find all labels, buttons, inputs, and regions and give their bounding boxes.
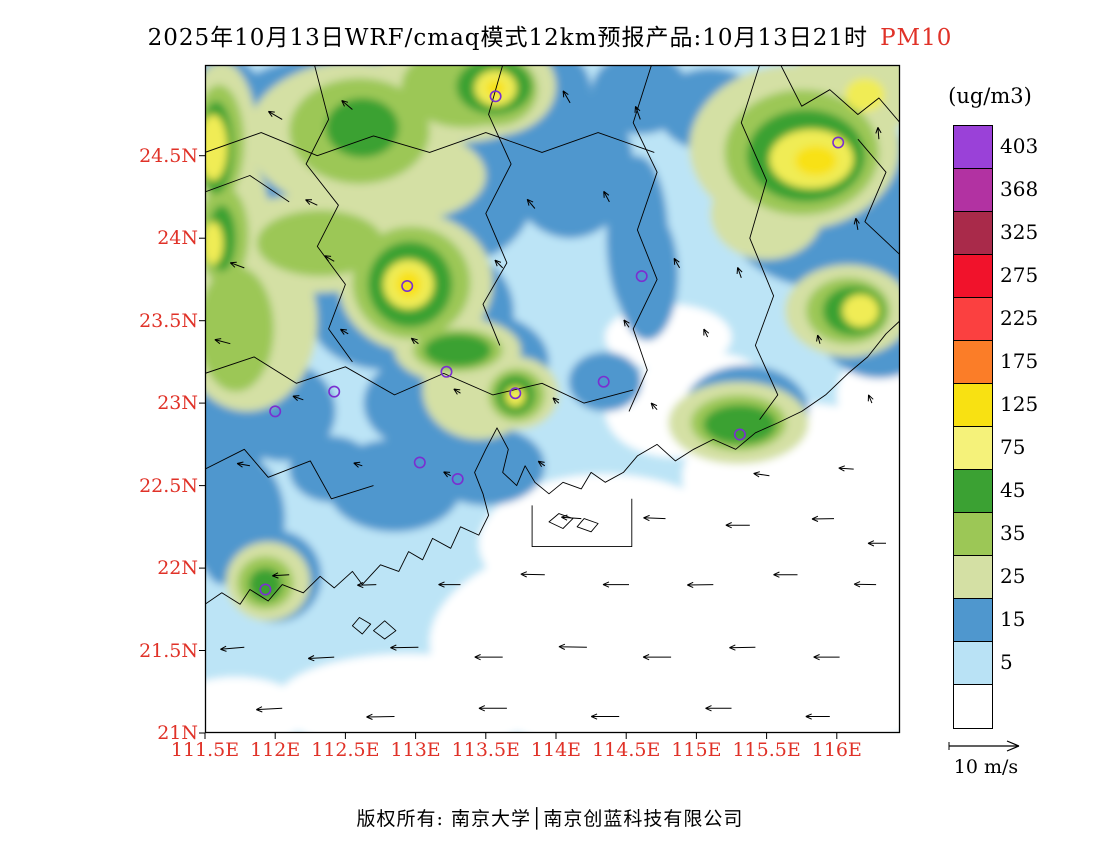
legend-tick-label: 25 bbox=[1000, 564, 1026, 588]
legend-color-segment bbox=[954, 642, 992, 685]
legend-color-segment bbox=[954, 126, 992, 169]
legend-color-segment bbox=[954, 556, 992, 599]
legend-tick-label: 15 bbox=[1000, 607, 1026, 631]
map-canvas bbox=[199, 64, 901, 739]
pm10-map-svg bbox=[199, 64, 901, 739]
legend-tick-label: 403 bbox=[1000, 134, 1039, 158]
y-tick-label: 23.5N bbox=[139, 309, 198, 332]
x-tick-label: 114E bbox=[530, 739, 582, 761]
x-tick-label: 115.5E bbox=[732, 739, 801, 761]
legend-color-segment bbox=[954, 298, 992, 341]
legend-tick-label: 325 bbox=[1000, 220, 1039, 244]
copyright-footer: 版权所有: 南京大学│南京创蓝科技有限公司 bbox=[356, 808, 744, 830]
x-tick-label: 113E bbox=[390, 739, 441, 761]
legend-tick-label: 45 bbox=[1000, 478, 1026, 502]
legend-color-segment bbox=[954, 427, 992, 470]
legend-tick-label: 125 bbox=[1000, 392, 1039, 416]
x-tick-label: 112.5E bbox=[311, 739, 380, 761]
legend-color-segment bbox=[954, 255, 992, 298]
legend-color-segment bbox=[954, 599, 992, 642]
legend-units-label: (ug/m3) bbox=[948, 84, 1032, 108]
y-tick-label: 21.5N bbox=[139, 639, 198, 662]
legend-color-segment bbox=[954, 212, 992, 255]
wind-scale-arrow-icon bbox=[948, 740, 1020, 752]
legend-tick-label: 75 bbox=[1000, 435, 1026, 459]
legend-colorbar bbox=[953, 125, 993, 729]
wind-arrows bbox=[214, 90, 886, 720]
legend-color-segment bbox=[954, 341, 992, 384]
map-frame bbox=[199, 64, 901, 739]
coastline-and-boundaries bbox=[205, 65, 900, 640]
y-tick-label: 23N bbox=[157, 392, 198, 415]
y-tick-label: 21N bbox=[157, 722, 198, 744]
legend-color-segment bbox=[954, 169, 992, 212]
legend-tick-label: 368 bbox=[1000, 177, 1039, 201]
y-tick-label: 24N bbox=[157, 227, 198, 250]
wind-scale-reference: 10 m/s bbox=[945, 736, 1035, 786]
chart-species-label: PM10 bbox=[880, 25, 953, 51]
chart-title: 2025年10月13日WRF/cmaq模式12km预报产品:10月13日21时 bbox=[147, 25, 869, 51]
pm10-concentration-field bbox=[205, 65, 900, 733]
x-tick-label: 114.5E bbox=[592, 739, 661, 761]
legend-tick-label: 175 bbox=[1000, 349, 1039, 373]
legend-color-segment bbox=[954, 513, 992, 556]
station-markers bbox=[259, 90, 845, 596]
legend-tick-label: 5 bbox=[1000, 650, 1013, 674]
legend-tick-label: 35 bbox=[1000, 521, 1026, 545]
y-tick-label: 24.5N bbox=[139, 144, 198, 167]
x-tick-label: 116E bbox=[811, 739, 862, 761]
x-tick-label: 111.5E bbox=[170, 739, 240, 761]
y-tick-label: 22N bbox=[157, 557, 198, 580]
x-tick-label: 112E bbox=[250, 739, 301, 761]
legend-color-segment bbox=[954, 384, 992, 427]
x-tick-label: 113.5E bbox=[451, 739, 520, 761]
chart-title-bar: 2025年10月13日WRF/cmaq模式12km预报产品:10月13日21时 P… bbox=[0, 18, 1100, 52]
wind-scale-label: 10 m/s bbox=[953, 756, 1019, 778]
y-tick-label: 22.5N bbox=[139, 474, 198, 497]
legend-color-segment bbox=[954, 685, 992, 728]
legend-color-segment bbox=[954, 470, 992, 513]
x-tick-label: 115E bbox=[671, 739, 722, 761]
legend-tick-label: 225 bbox=[1000, 306, 1039, 330]
legend-tick-label: 275 bbox=[1000, 263, 1039, 287]
